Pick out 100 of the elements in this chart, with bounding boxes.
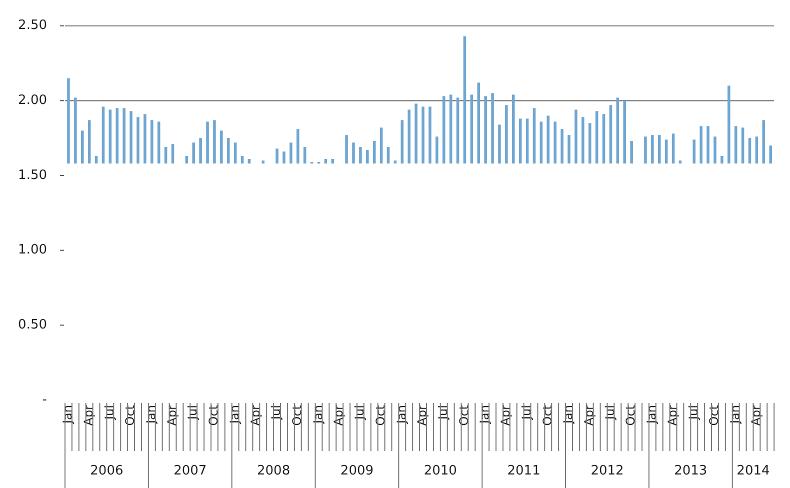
x-tick-label: Oct — [290, 404, 304, 426]
bar — [331, 159, 334, 164]
bar — [741, 128, 744, 164]
bar — [678, 160, 682, 164]
bar — [102, 106, 105, 164]
bar — [116, 108, 119, 164]
bar — [664, 140, 668, 164]
bar — [206, 122, 209, 164]
bar — [240, 156, 244, 164]
x-tick-label: Jul — [686, 405, 700, 420]
x-tick-label: Jul — [436, 405, 450, 420]
bar — [386, 147, 390, 164]
bar — [324, 159, 328, 164]
bar — [755, 136, 758, 164]
bar — [414, 104, 418, 164]
bar — [505, 105, 508, 164]
bar — [554, 122, 556, 164]
bar — [582, 117, 584, 164]
bar — [199, 138, 202, 164]
bar — [400, 120, 404, 164]
bar — [463, 36, 466, 164]
bar — [706, 126, 710, 164]
bar — [171, 144, 174, 164]
bar — [568, 135, 570, 164]
bar — [532, 108, 536, 164]
bar — [728, 86, 730, 164]
bar — [491, 93, 494, 164]
y-tick-label: 1.00 — [18, 242, 47, 258]
bar — [136, 117, 140, 164]
bar — [512, 94, 515, 164]
bar — [80, 130, 84, 164]
bar — [150, 120, 154, 164]
bar — [122, 108, 126, 164]
x-tick-label: Jan — [644, 405, 659, 424]
text: 2011 — [507, 463, 540, 478]
x-tick-label: Apr — [248, 404, 262, 426]
bar — [213, 120, 216, 164]
bar — [234, 142, 237, 164]
y-tick-label: - — [42, 392, 48, 408]
bar — [157, 122, 160, 164]
bar — [498, 124, 501, 164]
bar — [290, 142, 292, 164]
bar — [602, 114, 606, 164]
bar — [276, 148, 278, 164]
x-tick-label: Apr — [498, 404, 513, 426]
x-tick-label: Jul — [519, 405, 534, 420]
y-tick-label: 2.00 — [18, 93, 47, 108]
bar — [616, 98, 620, 164]
x-tick-label: Apr — [81, 404, 96, 426]
bar — [630, 141, 633, 164]
bar — [144, 114, 146, 164]
x-tick-label: Apr — [665, 404, 680, 426]
bar — [449, 94, 452, 164]
bar — [588, 123, 592, 164]
bar — [185, 156, 188, 164]
text: 2009 — [340, 463, 374, 478]
text: 2013 — [674, 463, 708, 478]
bar — [609, 105, 612, 164]
bar — [748, 138, 752, 164]
y-tick-label: 1.50 — [18, 168, 47, 183]
bar — [595, 111, 598, 164]
text: 2012 — [590, 463, 624, 478]
bar — [470, 94, 474, 164]
bar — [714, 136, 716, 164]
bar — [164, 147, 168, 164]
bar — [408, 110, 410, 164]
x-tick-label: Jan — [144, 405, 158, 424]
bar — [262, 160, 265, 164]
x-tick-label: Jan — [728, 405, 742, 424]
text: 2010 — [424, 463, 457, 478]
bar — [734, 126, 738, 164]
bar — [623, 100, 626, 164]
x-tick-label: Oct — [206, 404, 221, 426]
bar — [296, 129, 300, 164]
x-tick-label: Apr — [582, 404, 596, 426]
bar — [88, 120, 91, 164]
text: 2006 — [90, 463, 124, 478]
bar — [658, 135, 661, 164]
bar — [345, 135, 348, 164]
bar — [67, 78, 70, 164]
bar — [477, 82, 480, 164]
x-tick-label: Jan — [310, 405, 325, 424]
bar — [94, 156, 98, 164]
bar — [108, 110, 112, 164]
bar — [484, 96, 487, 164]
x-tick-label: Jan — [394, 405, 408, 424]
bar — [762, 120, 766, 164]
bar — [574, 110, 578, 164]
bar — [192, 142, 195, 164]
bar — [282, 152, 286, 164]
bar — [303, 147, 306, 164]
bar — [428, 106, 432, 164]
bar — [644, 136, 647, 164]
bar — [518, 118, 522, 164]
bar — [526, 118, 529, 164]
text: 2008 — [257, 463, 290, 478]
bar — [380, 128, 383, 164]
bar — [540, 122, 543, 164]
y-tick-label: 0.50 — [18, 318, 47, 333]
x-tick-label: Oct — [540, 404, 554, 426]
